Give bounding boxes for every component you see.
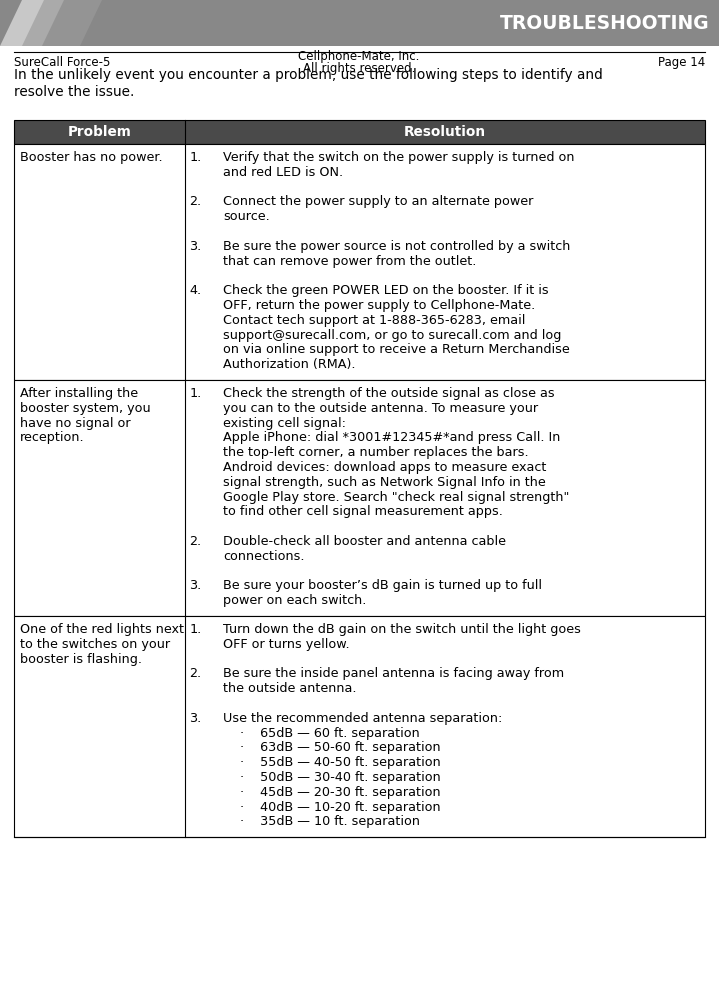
Text: on via online support to receive a Return Merchandise: on via online support to receive a Retur… (224, 343, 570, 356)
Text: TROUBLESHOOTING: TROUBLESHOOTING (500, 14, 709, 33)
Text: Problem: Problem (68, 125, 132, 139)
Text: you can to the outside antenna. To measure your: you can to the outside antenna. To measu… (224, 402, 539, 415)
Text: have no signal or: have no signal or (20, 416, 131, 429)
Text: booster system, you: booster system, you (20, 402, 150, 415)
Text: Turn down the dB gain on the switch until the light goes: Turn down the dB gain on the switch unti… (224, 623, 581, 636)
Text: Verify that the switch on the power supply is turned on: Verify that the switch on the power supp… (224, 151, 575, 164)
Text: to the switches on your: to the switches on your (20, 638, 170, 651)
Text: Use the recommended antenna separation:: Use the recommended antenna separation: (224, 712, 503, 725)
Text: 1.: 1. (189, 623, 201, 636)
Text: ·    40dB — 10-20 ft. separation: · 40dB — 10-20 ft. separation (240, 800, 441, 813)
Text: Check the strength of the outside signal as close as: Check the strength of the outside signal… (224, 387, 555, 400)
Text: Connect the power supply to an alternate power: Connect the power supply to an alternate… (224, 196, 533, 209)
Text: 3.: 3. (189, 240, 201, 252)
Text: to find other cell signal measurement apps.: to find other cell signal measurement ap… (224, 505, 503, 518)
Bar (14, 144, 705, 380)
Text: Resolution: Resolution (404, 125, 486, 139)
Text: 2.: 2. (189, 535, 201, 548)
Text: Google Play store. Search "check real signal strength": Google Play store. Search "check real si… (224, 491, 569, 504)
Text: 1.: 1. (189, 387, 201, 400)
Text: Check the green POWER LED on the booster. If it is: Check the green POWER LED on the booster… (224, 284, 549, 297)
Bar (14, 380, 705, 616)
Text: connections.: connections. (224, 550, 305, 563)
Text: Android devices: download apps to measure exact: Android devices: download apps to measur… (224, 461, 546, 474)
Text: All rights reserved.: All rights reserved. (303, 62, 415, 75)
Text: After installing the: After installing the (20, 387, 138, 400)
Polygon shape (22, 0, 96, 46)
Polygon shape (0, 0, 94, 46)
Text: the outside antenna.: the outside antenna. (224, 683, 357, 696)
Text: 2.: 2. (189, 196, 201, 209)
Text: SureCall Force-5: SureCall Force-5 (14, 56, 111, 69)
Text: reception.: reception. (20, 431, 85, 444)
Text: ·    55dB — 40-50 ft. separation: · 55dB — 40-50 ft. separation (240, 756, 441, 769)
Text: that can remove power from the outlet.: that can remove power from the outlet. (224, 254, 477, 267)
Text: existing cell signal:: existing cell signal: (224, 416, 347, 429)
Text: In the unlikely event you encounter a problem, use the following steps to identi: In the unlikely event you encounter a pr… (14, 68, 603, 82)
Text: Be sure the inside panel antenna is facing away from: Be sure the inside panel antenna is faci… (224, 668, 564, 681)
Text: support@surecall.com, or go to surecall.com and log: support@surecall.com, or go to surecall.… (224, 328, 562, 341)
Text: power on each switch.: power on each switch. (224, 594, 367, 607)
Text: ·    65dB — 60 ft. separation: · 65dB — 60 ft. separation (240, 727, 420, 740)
Text: Cellphone-Mate, Inc.: Cellphone-Mate, Inc. (298, 50, 420, 63)
Text: ·    63dB — 50-60 ft. separation: · 63dB — 50-60 ft. separation (240, 742, 441, 754)
Text: Booster has no power.: Booster has no power. (20, 151, 162, 164)
Text: 2.: 2. (189, 668, 201, 681)
Text: One of the red lights next: One of the red lights next (20, 623, 184, 636)
Text: 1.: 1. (189, 151, 201, 164)
Text: signal strength, such as Network Signal Info in the: signal strength, such as Network Signal … (224, 476, 546, 489)
Text: 3.: 3. (189, 580, 201, 593)
Bar (14, 616, 705, 837)
Text: resolve the issue.: resolve the issue. (14, 85, 134, 99)
Text: Page 14: Page 14 (658, 56, 705, 69)
Text: Be sure the power source is not controlled by a switch: Be sure the power source is not controll… (224, 240, 571, 252)
Text: source.: source. (224, 211, 270, 224)
Text: Be sure your booster’s dB gain is turned up to full: Be sure your booster’s dB gain is turned… (224, 580, 542, 593)
Text: 4.: 4. (189, 284, 201, 297)
Bar (14, 120, 705, 144)
Text: Contact tech support at 1-888-365-6283, email: Contact tech support at 1-888-365-6283, … (224, 313, 526, 326)
Text: ·    45dB — 20-30 ft. separation: · 45dB — 20-30 ft. separation (240, 785, 441, 798)
Text: Apple iPhone: dial *3001#12345#*and press Call. In: Apple iPhone: dial *3001#12345#*and pres… (224, 431, 561, 444)
Polygon shape (42, 0, 102, 46)
Text: ·    50dB — 30-40 ft. separation: · 50dB — 30-40 ft. separation (240, 771, 441, 784)
Text: the top-left corner, a number replaces the bars.: the top-left corner, a number replaces t… (224, 446, 529, 459)
Text: and red LED is ON.: and red LED is ON. (224, 166, 344, 179)
Bar (0, 0, 719, 46)
Text: booster is flashing.: booster is flashing. (20, 653, 142, 666)
Text: ·    35dB — 10 ft. separation: · 35dB — 10 ft. separation (240, 815, 421, 828)
Text: OFF, return the power supply to Cellphone-Mate.: OFF, return the power supply to Cellphon… (224, 299, 536, 312)
Text: Authorization (RMA).: Authorization (RMA). (224, 358, 356, 371)
Text: Double-check all booster and antenna cable: Double-check all booster and antenna cab… (224, 535, 506, 548)
Text: OFF or turns yellow.: OFF or turns yellow. (224, 638, 350, 651)
Text: 3.: 3. (189, 712, 201, 725)
